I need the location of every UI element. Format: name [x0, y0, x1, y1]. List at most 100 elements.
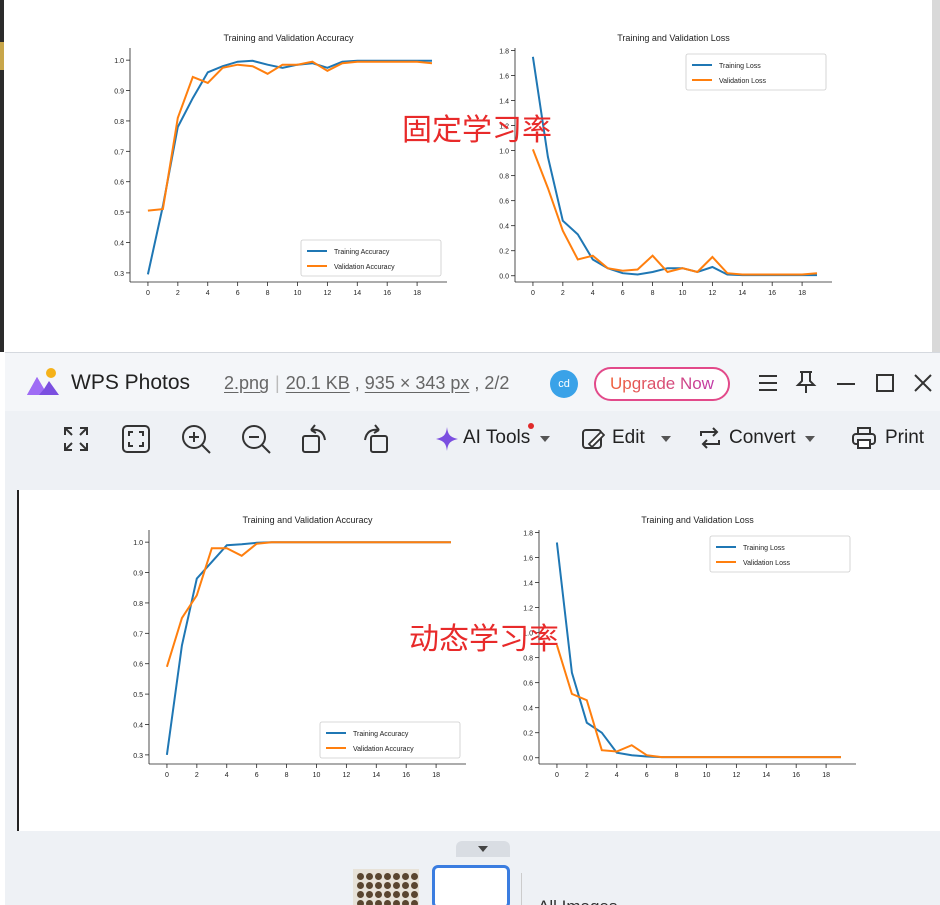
convert-chevron-down-icon[interactable]: [805, 436, 815, 442]
thumbnail-dot: [366, 891, 373, 898]
x-tick-label: 14: [353, 290, 361, 297]
x-tick-label: 8: [266, 290, 270, 297]
filmstrip-divider: [521, 873, 522, 905]
x-tick-label: 18: [822, 772, 830, 779]
fit-screen-icon[interactable]: [121, 424, 151, 454]
thumbnail-dot: [402, 900, 409, 905]
user-avatar[interactable]: cd: [550, 370, 578, 398]
bottom-accuracy-chart: Training and Validation Accuracy 0.3 0.4 0.…: [133, 515, 466, 779]
x-tick-label: 4: [206, 290, 210, 297]
print-button[interactable]: Print: [885, 427, 925, 448]
upgrade-now-button[interactable]: Upgrade Now: [594, 367, 730, 401]
maximize-icon[interactable]: [874, 373, 896, 393]
y-tick-label: 0.2: [499, 249, 509, 256]
x-tick-label: 8: [285, 772, 289, 779]
x-tick-label: 0: [146, 290, 150, 297]
ai-tools-button[interactable]: AI Tools: [463, 427, 531, 448]
y-tick-label: 0.4: [523, 706, 533, 713]
y-tick-label: 1.4: [523, 581, 533, 588]
edit-chevron-down-icon[interactable]: [661, 436, 671, 442]
x-tick-label: 2: [585, 772, 589, 779]
convert-button[interactable]: Convert: [729, 427, 796, 448]
thumbnail-image-2[interactable]: [432, 865, 510, 905]
y-tick-label: 0.4: [114, 240, 124, 247]
zoom-out-icon[interactable]: [240, 423, 272, 455]
chart-title: Training and Validation Loss: [641, 515, 754, 525]
y-tick-label: 0.8: [523, 656, 533, 663]
convert-icon[interactable]: [698, 425, 722, 451]
chart-title: Training and Validation Accuracy: [242, 515, 373, 525]
right-edge-strip: [932, 0, 940, 352]
x-tick-label: 12: [732, 772, 740, 779]
file-size-link[interactable]: 20.1 KB: [285, 373, 350, 393]
fullscreen-icon[interactable]: [62, 425, 90, 453]
ai-sparkle-icon[interactable]: [435, 426, 459, 452]
x-tick-label: 14: [372, 772, 380, 779]
menu-icon[interactable]: [757, 373, 779, 393]
legend-label: Validation Loss: [719, 78, 766, 85]
thumbnail-dot: [411, 882, 418, 889]
y-tick-label: 0.8: [133, 601, 143, 608]
bottom-loss-chart: Training and Validation Loss 0.0 0.2 0.4 0.6…: [523, 515, 856, 779]
edit-button[interactable]: Edit: [612, 427, 645, 448]
legend-label: Training Accuracy: [334, 249, 390, 256]
file-name-link[interactable]: 2.png: [224, 373, 270, 393]
x-tick-label: 16: [768, 290, 776, 297]
collapse-filmstrip-button[interactable]: [456, 841, 510, 857]
x-tick-label: 10: [703, 772, 711, 779]
upgrade-now-label: Upgrade Now: [610, 374, 714, 393]
thumbnail-dot: [402, 882, 409, 889]
legend-label: Training Accuracy: [353, 731, 409, 738]
x-tick-label: 18: [413, 290, 421, 297]
y-tick-label: 0.6: [523, 681, 533, 688]
series-line-validation-loss: [531, 149, 818, 276]
thumbnail-image-1[interactable]: [353, 869, 419, 905]
legend-label: Validation Accuracy: [353, 746, 414, 753]
image-viewer-canvas[interactable]: Training and Validation Accuracy 0.3 0.4 0.…: [17, 490, 940, 831]
dimensions-link[interactable]: 935 × 343 px: [364, 373, 470, 393]
rotate-right-icon[interactable]: [359, 422, 391, 456]
y-tick-label: 0.0: [499, 274, 509, 281]
pin-icon[interactable]: [795, 370, 817, 394]
series-line-validation-accuracy: [165, 541, 451, 668]
edit-icon[interactable]: [581, 426, 605, 452]
file-info: 2.png | 20.1 KB , 935 × 343 px , 2/2: [224, 373, 510, 393]
x-tick-label: 2: [561, 290, 565, 297]
x-tick-label: 4: [615, 772, 619, 779]
zoom-in-icon[interactable]: [180, 423, 212, 455]
thumbnail-dot: [384, 891, 391, 898]
minimize-icon[interactable]: [835, 373, 857, 393]
thumbnail-dot: [384, 873, 391, 880]
thumbnail-dot: [411, 900, 418, 905]
y-tick-label: 1.8: [499, 49, 509, 56]
x-tick-label: 4: [591, 290, 595, 297]
y-tick-label: 0.8: [499, 174, 509, 181]
legend-label: Validation Accuracy: [334, 264, 395, 271]
print-icon[interactable]: [851, 425, 877, 451]
thumbnail-dot: [393, 882, 400, 889]
app-name: WPS Photos: [71, 371, 191, 394]
y-tick-label: 1.8: [523, 531, 533, 538]
x-tick-label: 2: [176, 290, 180, 297]
close-icon[interactable]: [912, 372, 934, 394]
thumbnail-dot: [357, 891, 364, 898]
thumbnail-dot: [366, 882, 373, 889]
x-tick-label: 10: [679, 290, 687, 297]
rotate-left-icon[interactable]: [299, 422, 331, 456]
series-line-validation-loss: [555, 644, 841, 759]
y-tick-label: 0.9: [133, 571, 143, 578]
thumbnail-dot: [366, 900, 373, 905]
thumbnail-dot: [375, 882, 382, 889]
x-tick-label: 6: [621, 290, 625, 297]
legend-label: Training Loss: [719, 63, 761, 70]
wps-photos-window: WPS Photos 2.png | 20.1 KB , 935 × 343 px …: [5, 352, 940, 905]
y-tick-label: 1.2: [523, 606, 533, 613]
y-tick-label: 1.6: [499, 74, 509, 81]
thumbnail-dot: [411, 873, 418, 880]
x-tick-label: 14: [762, 772, 770, 779]
ai-tools-chevron-down-icon[interactable]: [540, 436, 550, 442]
legend-box: [709, 535, 851, 573]
thumbnail-dot: [384, 882, 391, 889]
x-tick-label: 6: [645, 772, 649, 779]
all-images-link[interactable]: All Images: [538, 897, 617, 905]
